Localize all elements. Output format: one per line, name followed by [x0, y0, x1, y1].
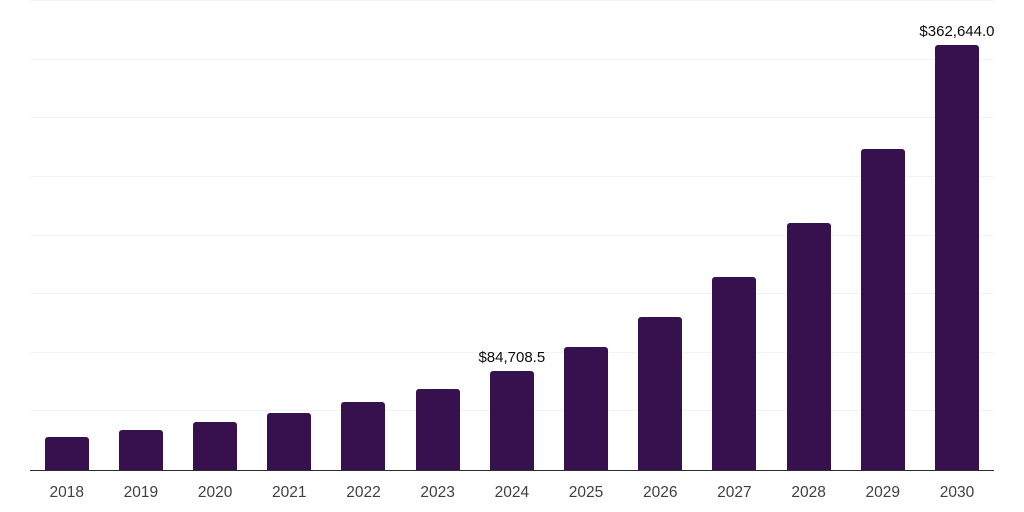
bar-2030	[934, 44, 979, 470]
x-tick-2030: 2030	[939, 484, 975, 501]
gridline-150000	[30, 293, 994, 295]
bar-2018	[44, 436, 89, 470]
gridline-250000	[30, 175, 994, 177]
x-tick-2026: 2026	[642, 484, 678, 501]
x-axis-line	[30, 469, 994, 471]
gridline-400000	[30, 0, 994, 1]
bar-2025	[564, 346, 609, 470]
gridline-100000	[30, 351, 994, 353]
bar-2019	[118, 430, 163, 470]
bar-2020	[193, 421, 238, 470]
bar-2024	[489, 370, 534, 470]
bar-2026	[638, 316, 683, 470]
bar-2023	[415, 389, 460, 470]
x-tick-2018: 2018	[49, 484, 84, 501]
bar-2028	[786, 223, 831, 470]
x-tick-2028: 2028	[791, 484, 826, 501]
x-tick-2027: 2027	[717, 484, 752, 501]
bar-2027	[712, 276, 757, 470]
bar-2022	[341, 401, 386, 470]
x-tick-2029: 2029	[865, 484, 901, 501]
x-tick-2019: 2019	[123, 484, 159, 501]
x-tick-2021: 2021	[272, 484, 307, 501]
gridline-200000	[30, 234, 994, 236]
gridline-300000	[30, 117, 994, 119]
plot-area: $84,708.5 $362,644.0	[30, 0, 995, 471]
x-tick-2020: 2020	[197, 484, 233, 501]
x-tick-2025: 2025	[568, 484, 604, 501]
bar-value-label-2030: $362,644.0	[919, 22, 995, 40]
x-tick-2024: 2024	[494, 484, 530, 501]
bar-2029	[860, 148, 905, 470]
x-tick-2022: 2022	[346, 484, 381, 501]
x-tick-2023: 2023	[420, 484, 455, 501]
gridline-350000	[30, 58, 994, 60]
bar-2021	[267, 412, 312, 470]
bar-value-label-2024: $84,708.5	[478, 348, 546, 366]
x-axis: 2018 2019 2020 2021 2022 2023 2024 2025 2026 2027…	[30, 470, 994, 512]
